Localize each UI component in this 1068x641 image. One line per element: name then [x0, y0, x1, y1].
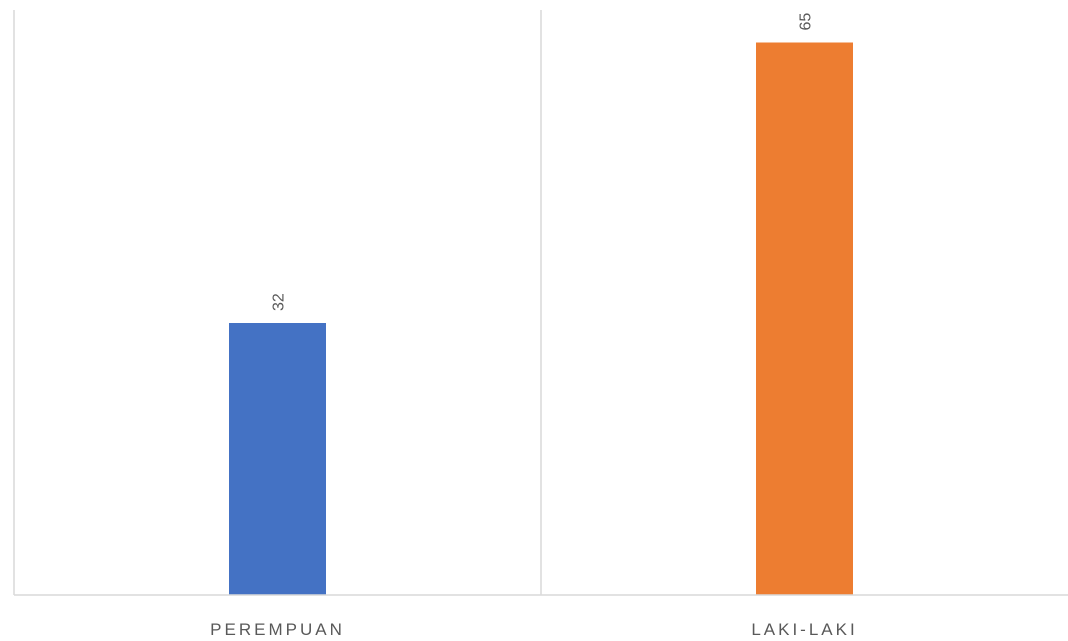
- category-label-perempuan: PEREMPUAN: [210, 620, 345, 639]
- category-separators: [13, 10, 542, 595]
- data-label-perempuan: 32: [271, 293, 288, 311]
- category-label-group: PEREMPUAN LAKI-LAKI: [210, 620, 857, 639]
- bar-group: [229, 42, 853, 595]
- bar-perempuan: [229, 323, 326, 595]
- data-label-group: 32 65: [271, 13, 815, 311]
- bar-laki-laki: [756, 42, 853, 595]
- category-label-laki-laki: LAKI-LAKI: [751, 620, 857, 639]
- data-label-laki-laki: 65: [798, 13, 815, 31]
